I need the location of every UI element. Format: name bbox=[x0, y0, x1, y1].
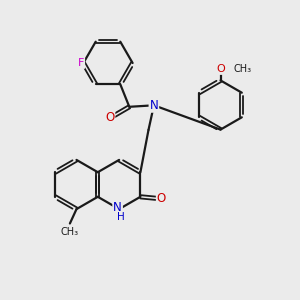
Text: N: N bbox=[113, 201, 122, 214]
Text: O: O bbox=[216, 64, 225, 74]
Text: O: O bbox=[157, 192, 166, 205]
Text: O: O bbox=[105, 111, 114, 124]
Text: N: N bbox=[149, 99, 158, 112]
Text: F: F bbox=[78, 58, 84, 68]
Text: CH₃: CH₃ bbox=[233, 64, 251, 74]
Text: CH₃: CH₃ bbox=[61, 227, 79, 237]
Text: H: H bbox=[117, 212, 125, 223]
